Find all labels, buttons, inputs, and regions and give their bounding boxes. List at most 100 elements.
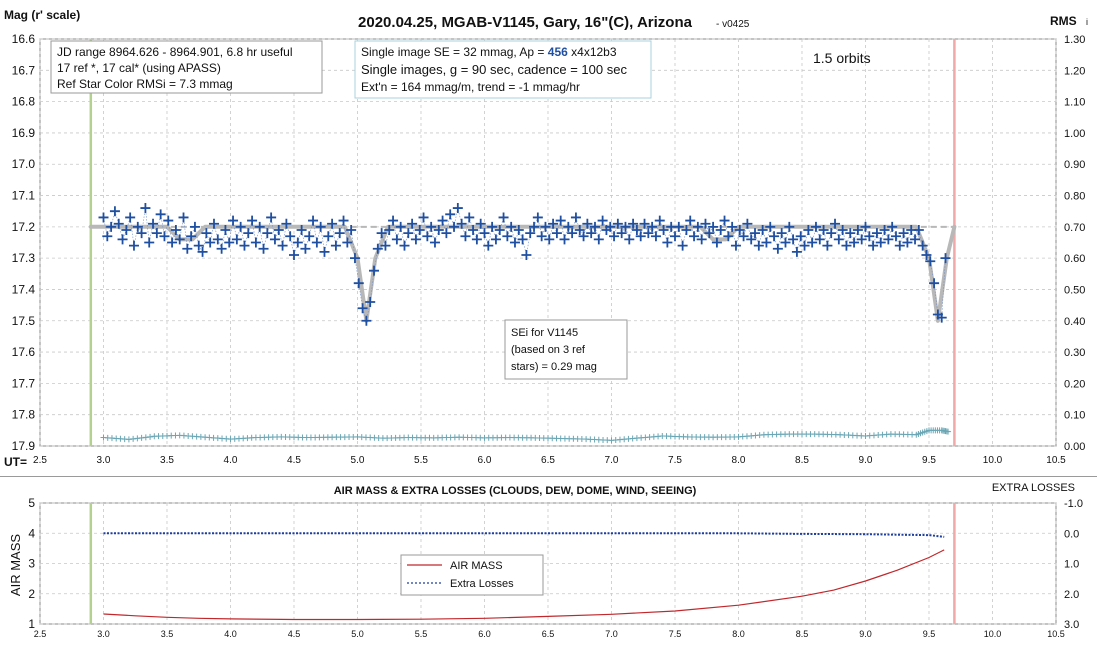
magnitude-point bbox=[612, 218, 623, 229]
magnitude-point bbox=[765, 221, 776, 232]
magnitude-point bbox=[304, 231, 315, 242]
magnitude-point bbox=[235, 221, 246, 232]
magnitude-point bbox=[883, 234, 894, 245]
magnitude-point bbox=[178, 212, 189, 223]
magnitude-point bbox=[231, 234, 242, 245]
model-curve bbox=[88, 224, 957, 323]
magnitude-point bbox=[212, 234, 223, 245]
magnitude-point bbox=[308, 215, 319, 226]
magnitude-point bbox=[887, 221, 898, 232]
magnitude-point bbox=[647, 221, 658, 232]
magnitude-point bbox=[509, 237, 520, 248]
magnitude-point bbox=[388, 215, 399, 226]
aperture-value: 456 bbox=[548, 45, 568, 59]
magnitude-point bbox=[700, 218, 711, 229]
magnitude-point bbox=[220, 224, 231, 235]
magnitude-point bbox=[772, 243, 783, 254]
bottom-grid bbox=[39, 502, 1057, 625]
magnitude-point bbox=[395, 221, 406, 232]
magnitude-point bbox=[708, 221, 719, 232]
y2-tick-label: 0.40 bbox=[1064, 316, 1085, 328]
sei-line-1: SEi for V1145 bbox=[511, 327, 578, 339]
magnitude-point bbox=[830, 218, 841, 229]
magnitude-point bbox=[334, 228, 345, 239]
x-tick-label: 4.0 bbox=[224, 629, 237, 639]
bottom-vertical-lines bbox=[89, 503, 956, 624]
y2-tick-label: 0.60 bbox=[1064, 253, 1085, 265]
magnitude-point bbox=[117, 234, 128, 245]
magnitude-point bbox=[913, 224, 924, 235]
magnitude-point bbox=[791, 246, 802, 257]
magnitude-point bbox=[826, 228, 837, 239]
magnitude-point bbox=[422, 231, 433, 242]
magnitude-point bbox=[487, 221, 498, 232]
magnitude-point bbox=[616, 228, 627, 239]
info-jd-line: JD range 8964.626 - 8964.901, 6.8 hr use… bbox=[57, 45, 293, 59]
magnitude-point bbox=[502, 231, 513, 242]
rms-point bbox=[945, 428, 952, 435]
y-tick-label: 17.5 bbox=[12, 314, 36, 328]
magnitude-point bbox=[262, 228, 273, 239]
magnitude-point bbox=[818, 224, 829, 235]
magnitude-point bbox=[399, 240, 410, 251]
magnitude-point bbox=[525, 228, 536, 239]
magnitude-point bbox=[243, 228, 254, 239]
airmass-chart-title: AIR MASS & EXTRA LOSSES (CLOUDS, DEW, DO… bbox=[334, 485, 697, 497]
magnitude-point bbox=[193, 240, 204, 251]
magnitude-point bbox=[216, 243, 227, 254]
magnitude-point bbox=[555, 215, 566, 226]
chart-title: 2020.04.25, MGAB-V1145, Gary, 16"(C), Ar… bbox=[358, 14, 693, 31]
y-tick-label: 17.7 bbox=[12, 376, 36, 390]
magnitude-point bbox=[281, 218, 292, 229]
magnitude-point bbox=[746, 234, 757, 245]
magnitude-point bbox=[353, 278, 364, 289]
magnitude-point bbox=[426, 221, 437, 232]
y-tick-label: 16.6 bbox=[12, 32, 36, 46]
magnitude-point bbox=[429, 237, 440, 248]
x-tick-label: 5.5 bbox=[415, 629, 428, 639]
magnitude-point bbox=[620, 221, 631, 232]
y2-tick-label: 0.70 bbox=[1064, 222, 1085, 234]
magnitude-point bbox=[414, 224, 425, 235]
y-tick-label: 16.8 bbox=[12, 95, 36, 109]
magnitude-point bbox=[289, 250, 299, 261]
magnitude-point bbox=[761, 237, 772, 248]
magnitude-point bbox=[380, 240, 391, 251]
magnitude-point bbox=[902, 237, 913, 248]
magnitude-point bbox=[125, 212, 136, 223]
magnitude-point bbox=[780, 237, 791, 248]
magnitude-point bbox=[563, 221, 574, 232]
sei-line-2: (based on 3 ref bbox=[511, 344, 586, 356]
y-tick-label: 16.7 bbox=[12, 63, 36, 77]
magnitude-point bbox=[132, 221, 143, 232]
magnitude-point bbox=[788, 234, 799, 245]
magnitude-point bbox=[532, 212, 543, 223]
magnitude-point bbox=[719, 215, 730, 226]
magnitude-point bbox=[136, 228, 147, 239]
sei-note-box: SEi for V1145 (based on 3 ref stars) = 0… bbox=[504, 319, 628, 380]
magnitude-point bbox=[559, 234, 570, 245]
magnitude-point bbox=[689, 231, 700, 242]
rms-point bbox=[134, 435, 141, 442]
magnitude-point bbox=[890, 231, 901, 242]
magnitude-point bbox=[239, 240, 250, 251]
airmass-line bbox=[103, 549, 945, 621]
magnitude-point bbox=[540, 221, 551, 232]
x-tick-label: 8.0 bbox=[732, 629, 745, 639]
airmass-chart: 2.5 3.0 3.5 4.0 4.5 5.0 5.5 6.0 6.5 7.0 7.5 8.0 8.5 9… bbox=[0, 476, 1097, 639]
magnitude-point bbox=[384, 224, 395, 235]
y-axis-label-right: RMS bbox=[1050, 14, 1077, 28]
magnitude-point bbox=[921, 250, 932, 261]
magnitude-point bbox=[327, 218, 338, 229]
magnitude-point bbox=[567, 228, 578, 239]
x-tick-label: 9.0 bbox=[859, 455, 873, 466]
x-tick-label: 7.0 bbox=[605, 455, 619, 466]
magnitude-point bbox=[750, 228, 761, 239]
y-tick-label: 1 bbox=[28, 617, 35, 631]
magnitude-point bbox=[799, 240, 810, 251]
magnitude-point bbox=[376, 228, 387, 239]
info-images-line: Single images, g = 90 sec, cadence = 100… bbox=[361, 62, 627, 77]
magnitude-point bbox=[201, 228, 212, 239]
y-tick-label: 3 bbox=[28, 557, 35, 571]
